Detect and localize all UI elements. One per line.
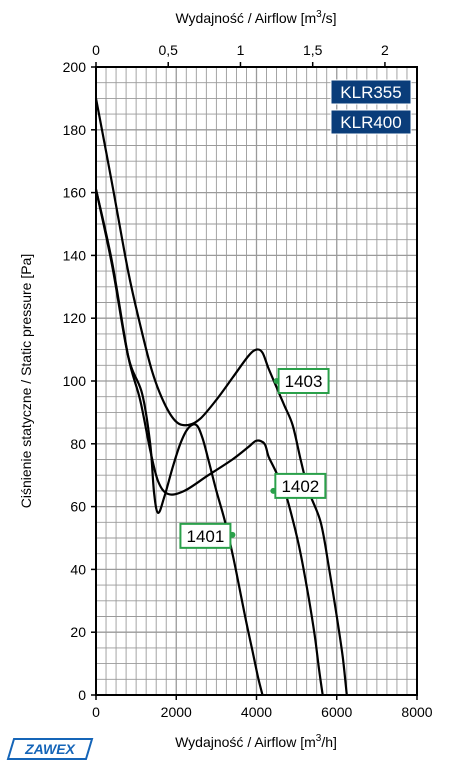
y-tick-label: 40 <box>70 561 86 577</box>
curve-label-text: 1403 <box>285 372 323 391</box>
x2-tick-label: 2 <box>381 42 389 58</box>
model-badge-label: KLR400 <box>340 113 401 132</box>
performance-curves <box>94 98 348 696</box>
y-tick-label: 0 <box>78 687 86 703</box>
model-badge: KLR355 <box>330 79 412 105</box>
model-badge-label: KLR355 <box>340 83 401 102</box>
x-axis-title: Wydajność / Airflow [m3/h] <box>175 733 337 750</box>
curve-label-box <box>179 522 232 549</box>
x2-axis-title: Wydajność / Airflow [m3/s] <box>175 9 336 26</box>
model-badge-bg <box>330 109 412 135</box>
x-tick-label: 2000 <box>161 704 192 720</box>
model-badges: KLR355 KLR400 <box>330 79 412 135</box>
y-tick-label: 180 <box>63 122 87 138</box>
model-badge: KLR400 <box>330 109 412 135</box>
curve-1402 <box>94 189 324 696</box>
x2-tick-label: 0,5 <box>158 42 178 58</box>
y-tick-label: 80 <box>70 436 86 452</box>
logo-text: ZAWEX <box>24 741 76 757</box>
model-badge-bg <box>330 79 412 105</box>
curve-label-text: 1402 <box>281 477 319 496</box>
curve-1403 <box>94 98 348 696</box>
y-tick-label: 100 <box>63 373 87 389</box>
y-tick-label: 20 <box>70 624 86 640</box>
curve-label-box <box>274 472 327 499</box>
y-tick-label: 60 <box>70 499 86 515</box>
x-tick-label: 4000 <box>241 704 272 720</box>
x-tick-label: 8000 <box>401 704 432 720</box>
logo-outline-icon <box>6 738 94 760</box>
y-tick-label: 140 <box>63 247 87 263</box>
curve-label-1403: 1403 <box>273 368 330 394</box>
y-tick-label: 120 <box>63 310 87 326</box>
x2-tick-label: 1 <box>237 42 245 58</box>
curve-1401 <box>94 189 264 696</box>
y-axis-title: Ciśnienie statyczne / Static pressure [P… <box>18 254 34 508</box>
curve-label-1401: 1401 <box>179 522 236 549</box>
x-tick-label: 0 <box>92 704 100 720</box>
grid <box>96 67 417 695</box>
curve-labels: 1401 1402 1403 <box>179 368 330 549</box>
y-tick-label: 200 <box>63 59 87 75</box>
x2-tick-label: 1,5 <box>303 42 323 58</box>
curve-label-box <box>277 368 330 394</box>
x-tick-label: 6000 <box>321 704 352 720</box>
y-tick-label: 160 <box>63 185 87 201</box>
curve-label-1402: 1402 <box>270 472 327 499</box>
zawex-logo: ZAWEX <box>6 738 94 760</box>
curve-label-text: 1401 <box>187 527 225 546</box>
x2-tick-label: 0 <box>92 42 100 58</box>
